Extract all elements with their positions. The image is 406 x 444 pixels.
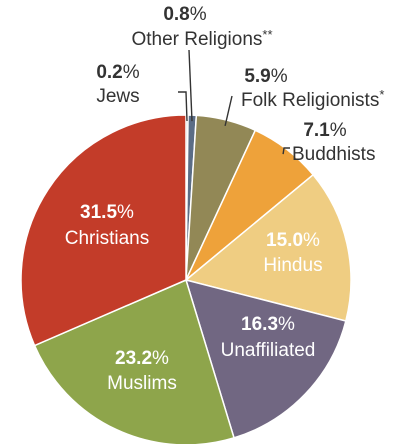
pct-label-hindus: 15.0% [266,230,320,251]
pct-label-muslims: 23.2% [115,348,169,369]
name-label-folk-religionists: Folk Religionists* [241,87,384,111]
pct-label-other-religions: 0.8% [163,4,206,25]
pct-label-buddhists: 7.1% [303,120,346,141]
pct-label-christians: 31.5% [80,202,134,223]
pct-label-folk-religionists: 5.9% [244,66,287,87]
leader-line-other-religions [188,49,193,122]
leader-line-jews [178,91,188,122]
leader-line-folk-religionists [224,95,233,127]
pct-label-jews: 0.2% [96,62,139,83]
pie-slice-christians [20,114,187,347]
pie-slice-muslims [33,278,235,444]
name-label-christians: Christians [65,228,149,249]
leader-line-buddhists [282,147,290,155]
pie-slice-hindus [184,173,352,322]
name-label-hindus: Hindus [263,255,322,276]
pie-slices [20,114,352,444]
name-label-jews: Jews [96,86,139,107]
leader-lines [178,49,290,155]
name-label-other-religions: Other Religions** [131,27,272,50]
name-label-muslims: Muslims [107,373,177,394]
name-label-unaffiliated: Unaffiliated [221,340,316,361]
pie-slice-unaffiliated [184,278,347,439]
pct-label-unaffiliated: 16.3% [241,314,295,335]
name-label-buddhists: Buddhists [292,144,375,165]
